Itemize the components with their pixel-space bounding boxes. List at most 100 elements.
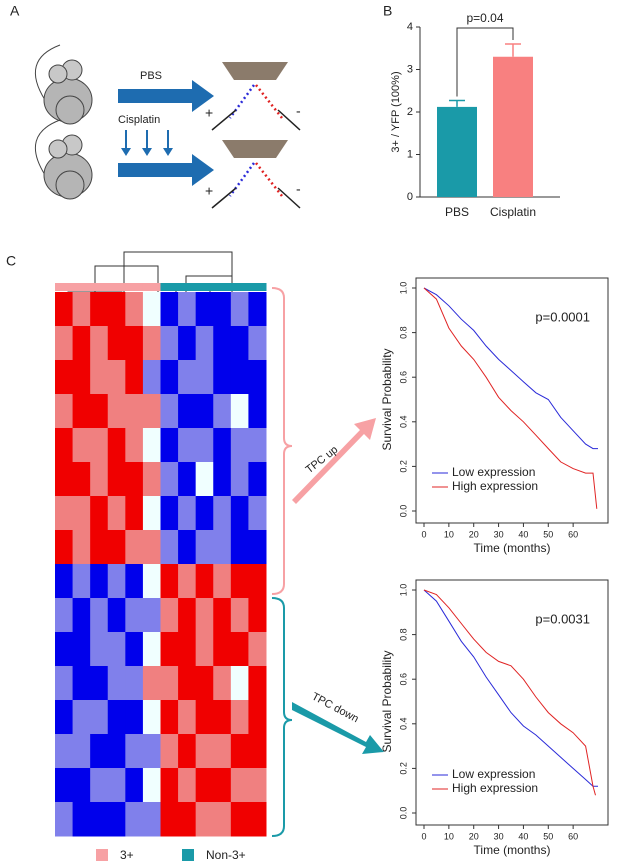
heatmap-cell xyxy=(142,802,161,837)
funnel xyxy=(222,140,288,158)
heatmap-cell xyxy=(90,700,109,735)
heatmap-cell xyxy=(90,598,109,633)
survival-curve xyxy=(423,287,598,450)
heatmap-cell xyxy=(72,564,91,599)
heatmap-cell xyxy=(107,802,126,837)
treatment-label: Cisplatin xyxy=(118,114,160,126)
x-axis-label: Time (months) xyxy=(474,843,551,857)
x-tick-label: PBS xyxy=(445,205,469,219)
heatmap-cell xyxy=(213,360,232,395)
x-tick-label: 20 xyxy=(469,529,479,539)
heatmap-cell xyxy=(55,802,74,837)
heatmap-cell xyxy=(72,326,91,361)
heatmap-cell xyxy=(55,428,74,463)
heatmap-cell xyxy=(90,462,109,497)
heatmap-cell xyxy=(213,326,232,361)
heatmap-cell xyxy=(90,360,109,395)
x-tick-label: 30 xyxy=(494,831,504,841)
heatmap-cell xyxy=(142,768,161,803)
heatmap-cell xyxy=(178,496,197,531)
plot-frame xyxy=(415,277,609,524)
plot-frame xyxy=(415,579,609,826)
heatmap-cell xyxy=(142,564,161,599)
heatmap-cell xyxy=(178,292,197,327)
x-axis-label: Time (months) xyxy=(474,541,551,555)
heatmap-cell xyxy=(142,598,161,633)
heatmap-cell xyxy=(107,496,126,531)
heatmap-cell xyxy=(107,734,126,769)
heatmap-cell xyxy=(248,734,267,769)
heatmap-cell xyxy=(72,632,91,667)
heatmap-cell xyxy=(213,734,232,769)
heatmap-cell xyxy=(213,564,232,599)
heatmap-cell xyxy=(248,360,267,395)
heatmap-cell xyxy=(178,598,197,633)
y-tick-label: 0 xyxy=(407,191,413,203)
heatmap-cell xyxy=(248,292,267,327)
heatmap-cell xyxy=(72,802,91,837)
plus: + xyxy=(205,183,213,199)
survival-curve xyxy=(423,287,598,509)
x-tick-label: 60 xyxy=(568,529,578,539)
brace xyxy=(271,287,293,595)
group-bar xyxy=(178,283,197,291)
heatmap-cell xyxy=(125,326,144,361)
heatmap-cell xyxy=(55,598,74,633)
arrow xyxy=(118,154,214,186)
heatmap-cell xyxy=(142,326,161,361)
y-tick-label: 0.4 xyxy=(398,718,408,731)
heatmap-cell xyxy=(107,598,126,633)
group-bar xyxy=(195,283,214,291)
heatmap-cell xyxy=(195,530,214,565)
heatmap-cell xyxy=(248,598,267,633)
y-axis-label: Survival Probability xyxy=(380,348,394,450)
heatmap-cell xyxy=(195,496,214,531)
funnel xyxy=(222,62,288,80)
heatmap-cell xyxy=(55,666,74,701)
heatmap-cell xyxy=(125,802,144,837)
x-tick-label: 0 xyxy=(421,831,426,841)
heatmap-cell xyxy=(230,768,249,803)
annotation: p=0.0001 xyxy=(535,309,590,324)
heatmap-cell xyxy=(142,428,161,463)
y-tick-label: 0.8 xyxy=(398,326,408,339)
heatmap-cell xyxy=(142,292,161,327)
heatmap-cell xyxy=(213,428,232,463)
x-tick-label: 50 xyxy=(543,831,553,841)
x-tick-label: 60 xyxy=(568,831,578,841)
group-bar xyxy=(230,283,249,291)
heatmap-cell xyxy=(72,394,91,429)
heatmap-cell xyxy=(55,292,74,327)
heatmap-cell xyxy=(213,530,232,565)
heatmap-cell xyxy=(195,666,214,701)
heatmap-cell xyxy=(213,768,232,803)
survival-curve xyxy=(423,589,598,787)
heatmap-cell xyxy=(125,394,144,429)
heatmap-cell xyxy=(90,326,109,361)
heatmap-cell xyxy=(230,632,249,667)
heatmap-cell xyxy=(178,768,197,803)
heatmap-cell xyxy=(142,700,161,735)
heatmap-cell xyxy=(178,394,197,429)
heatmap-cell xyxy=(72,360,91,395)
mouse xyxy=(35,44,93,125)
heatmap-cell xyxy=(160,462,179,497)
heatmap-cell xyxy=(125,496,144,531)
heatmap-cell xyxy=(178,428,197,463)
plus: + xyxy=(205,105,213,121)
heatmap-cell xyxy=(55,564,74,599)
heatmap-cell xyxy=(230,598,249,633)
injection-arrowheads xyxy=(121,148,173,156)
heatmap-cell xyxy=(107,292,126,327)
heatmap-cell xyxy=(107,428,126,463)
heatmap-cell xyxy=(160,292,179,327)
group-bar xyxy=(55,283,74,291)
heatmap-cell xyxy=(195,598,214,633)
heatmap-cell xyxy=(90,428,109,463)
legend-swatch xyxy=(96,849,108,861)
heatmap-cell xyxy=(230,394,249,429)
legend-label: 3+ xyxy=(120,848,134,862)
heatmap-cell xyxy=(72,598,91,633)
heatmap-cell xyxy=(178,666,197,701)
